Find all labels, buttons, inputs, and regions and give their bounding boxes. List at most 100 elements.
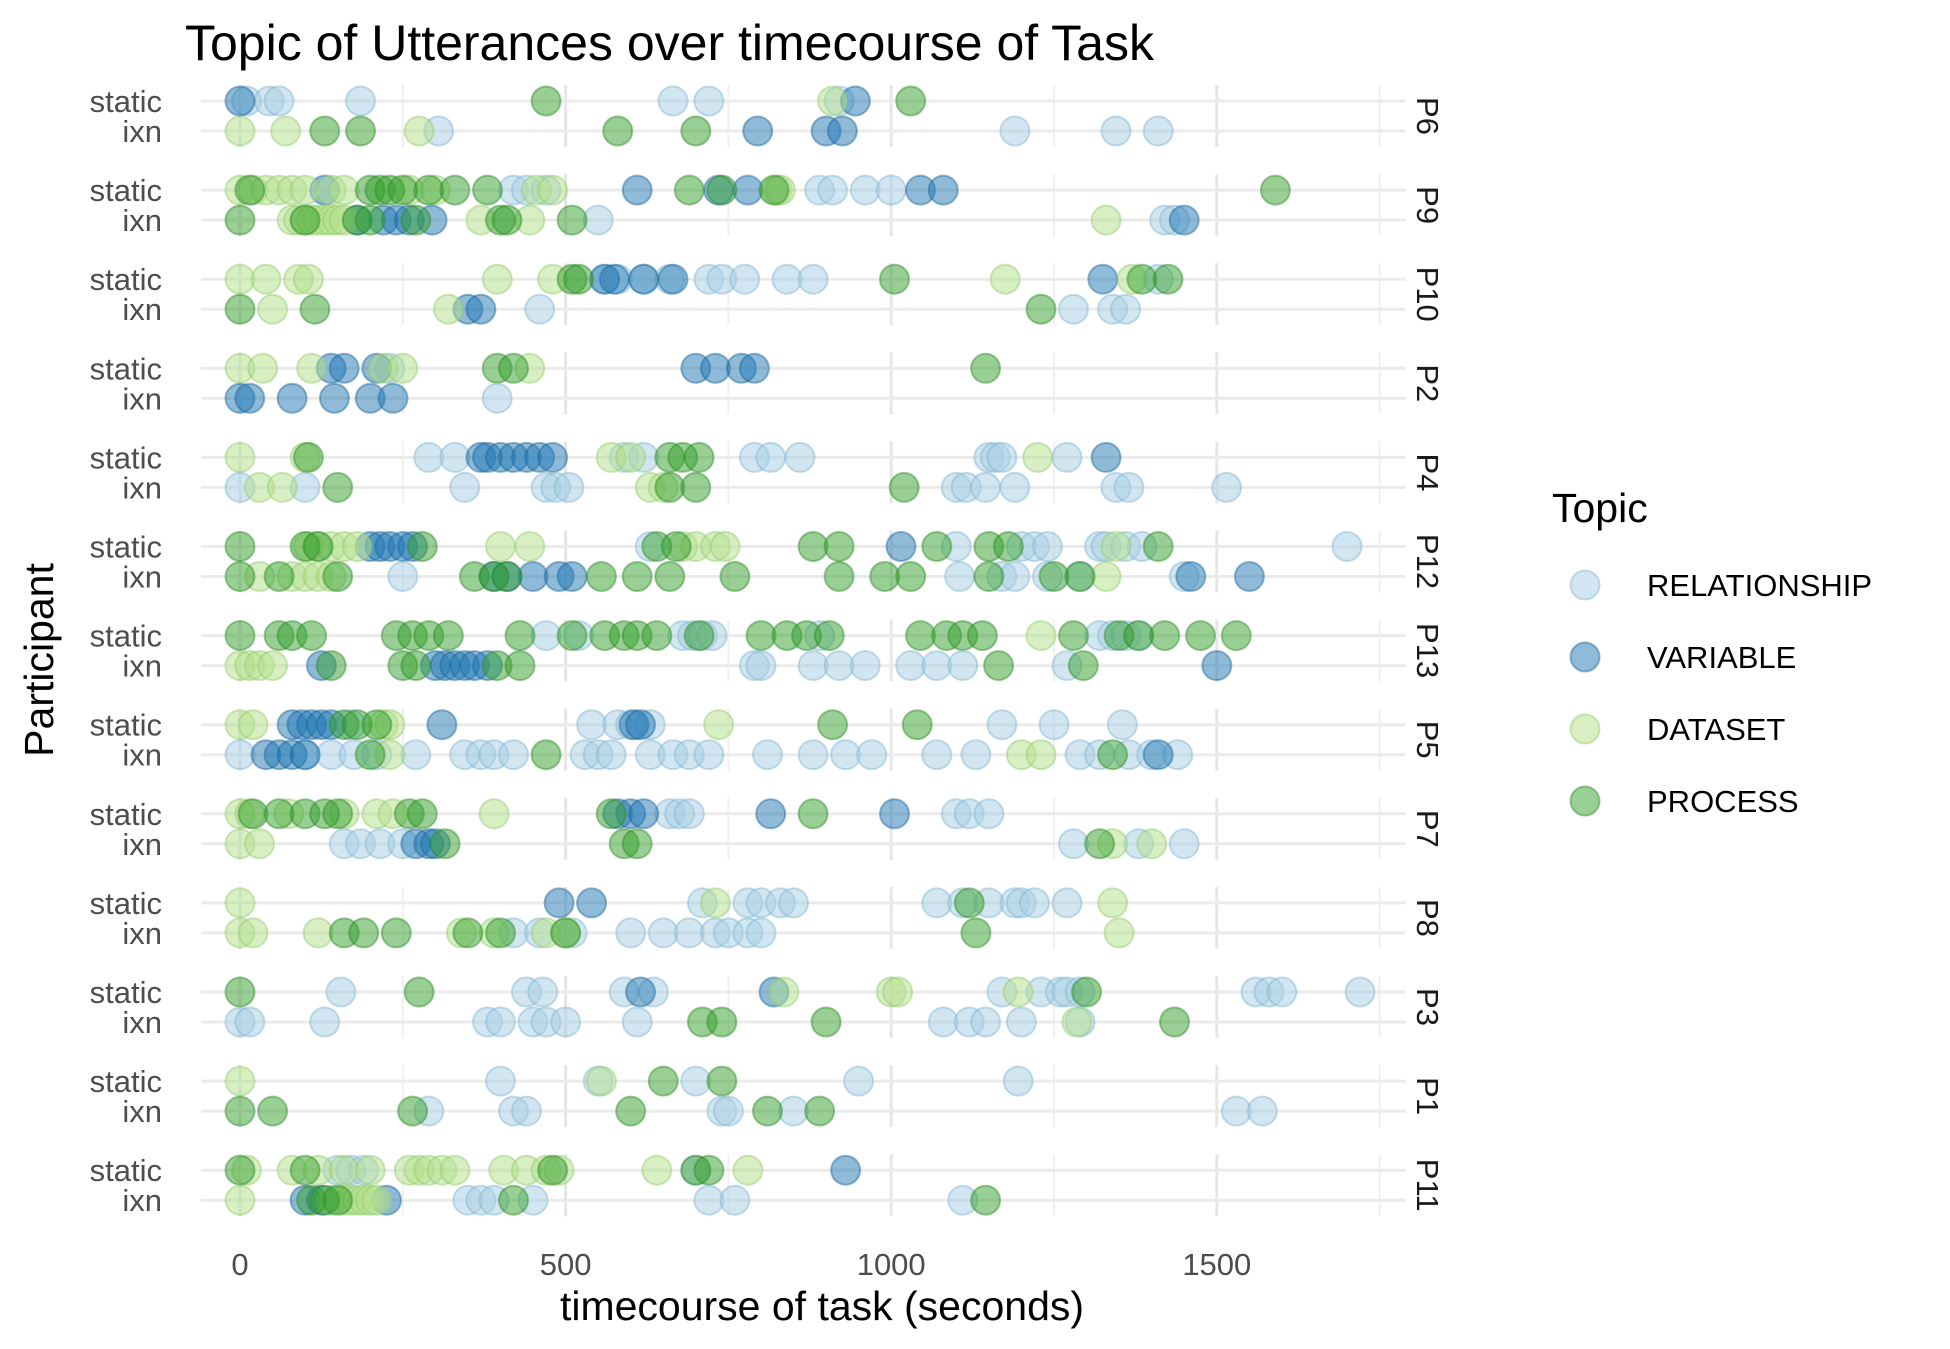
point-relationship <box>527 976 559 1008</box>
point-dataset <box>768 976 800 1008</box>
point-process <box>322 798 354 830</box>
y-tick-label-ixn: ixn <box>122 203 162 238</box>
point-dataset <box>224 263 256 295</box>
point-process <box>224 1154 256 1186</box>
point-variable <box>621 174 653 206</box>
point-relationship <box>224 739 256 771</box>
point-variable <box>1175 561 1207 592</box>
point-variable <box>537 441 569 473</box>
point-relationship <box>439 441 471 473</box>
point-relationship <box>595 739 627 771</box>
point-dataset <box>537 174 569 206</box>
point-dataset <box>882 976 914 1008</box>
point-variable <box>517 561 549 592</box>
point-process <box>224 293 256 325</box>
point-relationship <box>771 263 803 295</box>
x-tick-label: 1000 <box>857 1247 926 1282</box>
point-dataset <box>224 115 256 147</box>
x-tick-label: 0 <box>231 1247 248 1282</box>
point-process <box>563 263 595 295</box>
point-process <box>429 828 461 860</box>
y-tick-label-static: static <box>90 351 162 386</box>
point-variable <box>625 976 656 1008</box>
point-process <box>1185 620 1216 652</box>
point-process <box>1123 620 1155 652</box>
point-process <box>706 174 738 206</box>
point-relationship <box>1005 1006 1037 1038</box>
point-relationship <box>1058 828 1089 860</box>
point-process <box>504 620 536 652</box>
x-tick-label: 1500 <box>1182 1247 1251 1282</box>
point-process <box>973 561 1005 592</box>
legend-key-relationship <box>1569 569 1601 601</box>
point-variable <box>885 531 917 562</box>
point-variable <box>1087 263 1119 295</box>
strip-label: P6 <box>1410 97 1445 135</box>
point-process <box>706 1006 738 1038</box>
point-process <box>498 352 529 384</box>
point-dataset <box>403 115 435 147</box>
point-process <box>504 650 536 682</box>
y-tick-label-ixn: ixn <box>122 560 162 595</box>
point-relationship <box>234 1006 266 1038</box>
point-variable <box>556 561 588 592</box>
point-relationship <box>400 739 432 771</box>
point-dataset <box>585 1065 617 1097</box>
point-process <box>530 85 562 117</box>
strip-label: P10 <box>1410 267 1445 322</box>
point-process <box>706 1065 738 1097</box>
strip-label: P1 <box>1410 1077 1445 1115</box>
point-variable <box>318 382 350 414</box>
point-process <box>654 561 686 592</box>
point-relationship <box>856 739 888 771</box>
point-relationship <box>745 917 777 949</box>
point-dataset <box>289 174 321 206</box>
y-tick-label-static: static <box>90 708 162 743</box>
point-dataset <box>224 887 256 919</box>
point-relationship <box>999 561 1031 592</box>
point-process <box>345 115 376 147</box>
point-process <box>224 620 256 652</box>
point-process <box>888 471 920 503</box>
point-relationship <box>797 739 829 771</box>
legend-key-dataset <box>1569 713 1601 745</box>
point-process <box>263 798 295 830</box>
point-process <box>400 204 432 236</box>
point-process <box>1071 976 1103 1008</box>
point-dataset <box>266 471 298 503</box>
point-dataset <box>432 293 464 325</box>
point-variable <box>742 115 774 147</box>
point-process <box>537 1154 569 1186</box>
point-relationship <box>752 739 783 771</box>
point-dataset <box>224 441 256 473</box>
point-dataset <box>1100 531 1132 562</box>
point-process <box>387 174 419 206</box>
point-process <box>585 561 617 592</box>
x-axis-title: timecourse of task (seconds) <box>560 1283 1084 1329</box>
y-tick-label-ixn: ixn <box>122 114 162 149</box>
point-process <box>309 115 341 147</box>
point-process <box>322 561 354 592</box>
point-process <box>413 174 445 206</box>
point-relationship <box>778 887 809 919</box>
point-process <box>224 976 256 1008</box>
point-process <box>292 441 324 473</box>
y-tick-label-static: static <box>90 797 162 832</box>
point-process <box>804 1095 836 1127</box>
point-variable <box>699 352 731 384</box>
point-dataset <box>732 1154 764 1186</box>
point-process <box>992 531 1024 562</box>
legend-key-variable <box>1569 641 1601 673</box>
point-dataset <box>328 174 360 206</box>
point-process <box>491 561 523 592</box>
y-tick-label-ixn: ixn <box>122 1094 162 1129</box>
point-process <box>983 650 1015 682</box>
point-process <box>1064 561 1096 592</box>
point-process <box>621 561 653 592</box>
point-dataset <box>615 441 647 473</box>
point-dataset <box>1136 828 1168 860</box>
point-process <box>1067 650 1099 682</box>
point-dataset <box>989 263 1021 295</box>
point-process <box>400 650 432 682</box>
point-relationship <box>970 1006 1002 1038</box>
